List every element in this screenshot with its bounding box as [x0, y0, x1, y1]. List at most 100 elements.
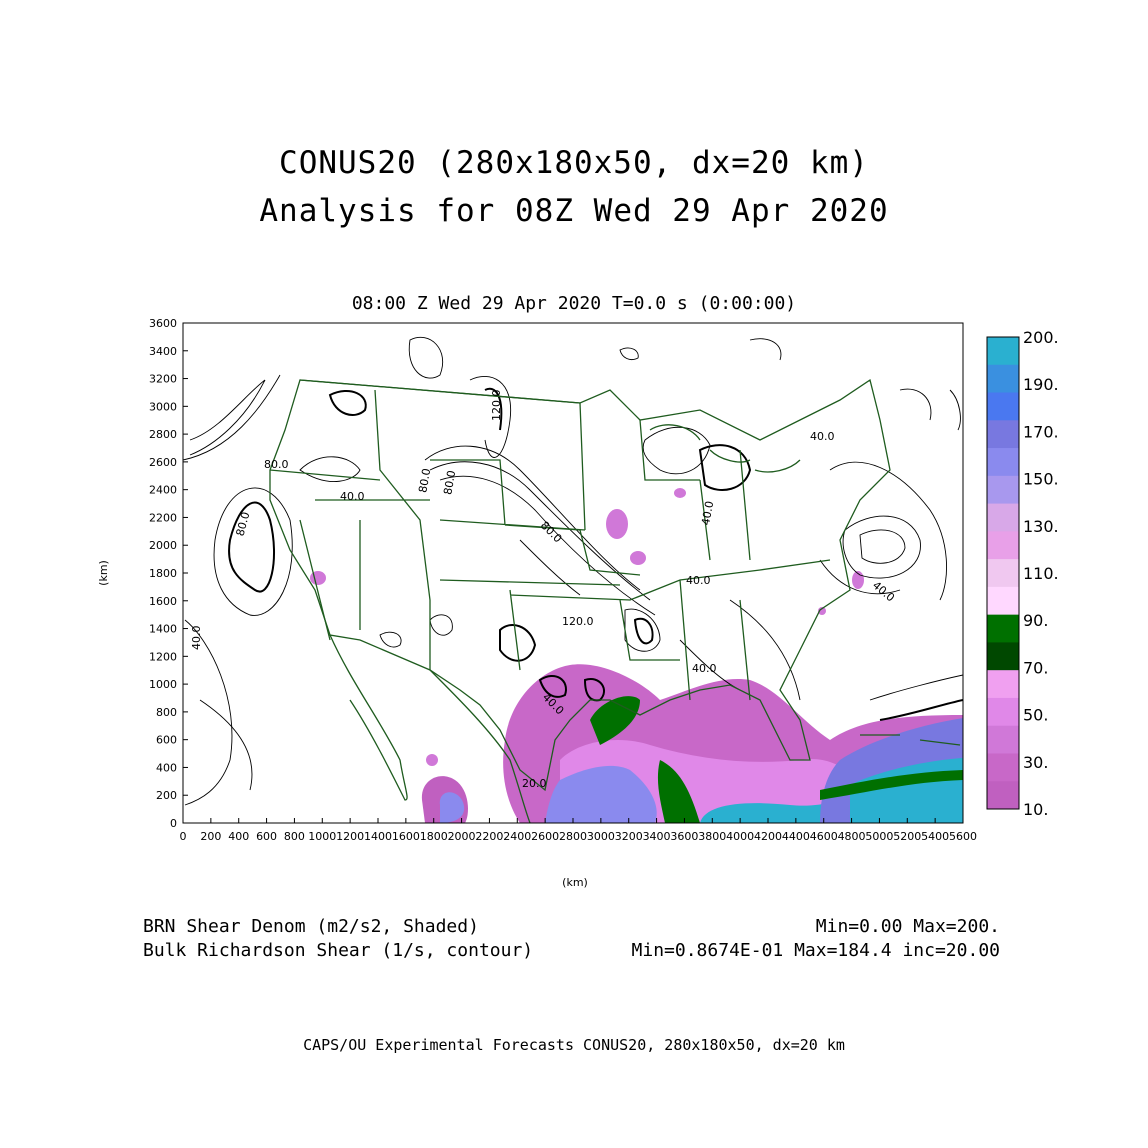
- colorbar-swatch: [987, 781, 1019, 810]
- y-tick-label: 0: [170, 817, 177, 830]
- colorbar: 200. 190. 170. 150. 130. 110. 90. 70. 50. 30. 10.: [986, 328, 1059, 819]
- shaded-region-atlantic-green: [820, 770, 963, 800]
- shaded-region-southwest-core: [439, 792, 465, 823]
- x-tick-label: 1200: [336, 830, 364, 843]
- contour-field-range: Min=0.8674E-01 Max=184.4 inc=20.00: [631, 940, 1000, 961]
- y-tick-label: 3600: [149, 317, 177, 330]
- y-tick-label: 2200: [149, 511, 177, 524]
- credit-line: CAPS/OU Experimental Forecasts CONUS20, …: [303, 1036, 845, 1054]
- contour-label: 20.0: [522, 777, 547, 790]
- contour-label: 40.0: [699, 500, 716, 526]
- x-tick-label: 3600: [670, 830, 698, 843]
- y-tick-label: 600: [156, 734, 177, 747]
- x-tick-label: 4600: [810, 830, 838, 843]
- state-lines: [269, 389, 831, 701]
- x-tick-label: 4200: [754, 830, 782, 843]
- contour-label: 40.0: [340, 490, 365, 503]
- colorbar-label: 110.: [1023, 564, 1059, 583]
- colorbar-swatch: [987, 448, 1019, 477]
- colorbar-label: 130.: [1023, 517, 1059, 536]
- x-tick-label: 3800: [698, 830, 726, 843]
- x-tick-label: 0: [180, 830, 187, 843]
- colorbar-swatch: [987, 753, 1019, 782]
- x-tick-label: 5400: [921, 830, 949, 843]
- x-tick-label: 400: [228, 830, 249, 843]
- colorbar-swatch: [987, 559, 1019, 588]
- x-axis: 0 200 400 600 800 1000 1200 1400 1600 1800 2000 220…: [180, 818, 977, 843]
- x-tick-label: 2400: [503, 830, 531, 843]
- y-tick-label: 2400: [149, 484, 177, 497]
- x-tick-label: 2200: [475, 830, 503, 843]
- colorbar-label: 50.: [1023, 706, 1048, 725]
- colorbar-swatch: [987, 364, 1019, 394]
- contour-label: 40.0: [190, 626, 203, 651]
- y-axis-label: (km): [97, 560, 110, 586]
- mexico-outline: [329, 634, 531, 823]
- shaded-region-gulf-green: [590, 696, 700, 823]
- shaded-spot-carolina: [818, 607, 826, 615]
- y-tick-label: 2600: [149, 456, 177, 469]
- contour-field-description: Bulk Richardson Shear (1/s, contour): [143, 940, 534, 961]
- y-tick-label: 1800: [149, 567, 177, 580]
- colorbar-swatch: [987, 670, 1019, 699]
- colorbar-label: 190.: [1023, 375, 1059, 394]
- colorbar-swatch: [987, 586, 1019, 616]
- x-axis-label: (km): [562, 876, 588, 889]
- shaded-region-gulf-blue: [545, 765, 657, 823]
- colorbar-label: 150.: [1023, 470, 1059, 489]
- contour-label: 80.0: [538, 519, 565, 546]
- x-tick-label: 4000: [726, 830, 754, 843]
- y-tick-label: 1000: [149, 678, 177, 691]
- x-tick-label: 4400: [782, 830, 810, 843]
- contour-label: 80.0: [441, 469, 458, 495]
- colorbar-swatch: [987, 337, 1019, 366]
- x-tick-label: 5000: [865, 830, 893, 843]
- shaded-region-gulf-cyan: [700, 795, 860, 823]
- us-outline: [269, 378, 891, 792]
- contour-label: 80.0: [416, 467, 433, 493]
- contour-label: 80.0: [234, 511, 253, 538]
- y-tick-label: 3000: [149, 400, 177, 413]
- colorbar-swatch: [987, 642, 1019, 671]
- shaded-spot-kansas-2: [630, 551, 646, 565]
- colorbar-swatch: [987, 392, 1019, 421]
- y-tick-label: 3400: [149, 345, 177, 358]
- colorbar-swatch: [987, 697, 1019, 727]
- map-boundaries: [269, 378, 961, 823]
- y-tick-label: 1400: [149, 623, 177, 636]
- colorbar-swatch: [987, 420, 1019, 449]
- x-tick-label: 3000: [587, 830, 615, 843]
- y-tick-label: 1200: [149, 650, 177, 663]
- colorbar-label: 30.: [1023, 753, 1048, 772]
- x-tick-label: 4800: [838, 830, 866, 843]
- contour-label: 120.0: [490, 390, 503, 422]
- colorbar-swatch: [987, 475, 1019, 505]
- great-lakes: [649, 424, 801, 473]
- y-tick-label: 2000: [149, 539, 177, 552]
- colorbar-label: 10.: [1023, 800, 1048, 819]
- contour-label: 40.0: [810, 430, 835, 443]
- shaded-spot-mexico: [426, 754, 438, 766]
- colorbar-swatch: [987, 614, 1019, 643]
- x-tick-label: 5600: [949, 830, 977, 843]
- colorbar-label: 170.: [1023, 422, 1059, 441]
- valid-time-label: 08:00 Z Wed 29 Apr 2020 T=0.0 s (0:00:00…: [351, 293, 797, 314]
- x-tick-label: 200: [200, 830, 221, 843]
- x-tick-label: 3200: [615, 830, 643, 843]
- x-tick-label: 800: [284, 830, 305, 843]
- x-tick-label: 1600: [392, 830, 420, 843]
- shaded-field: [310, 488, 963, 823]
- contour-label: 40.0: [686, 574, 711, 587]
- x-tick-label: 2000: [448, 830, 476, 843]
- colorbar-label: 90.: [1023, 611, 1048, 630]
- colorbar-swatch: [987, 531, 1019, 560]
- shaded-spot-illinois: [674, 488, 686, 498]
- x-tick-label: 600: [256, 830, 277, 843]
- y-tick-label: 400: [156, 761, 177, 774]
- shaded-spot-nevada: [310, 571, 326, 585]
- y-axis: 0 200 400 600 800 1000 1200 1400 1600 1800 2000 220…: [149, 317, 188, 830]
- y-tick-label: 1600: [149, 595, 177, 608]
- x-tick-label: 1000: [308, 830, 336, 843]
- shaded-field-range: Min=0.00 Max=200.: [815, 916, 1000, 937]
